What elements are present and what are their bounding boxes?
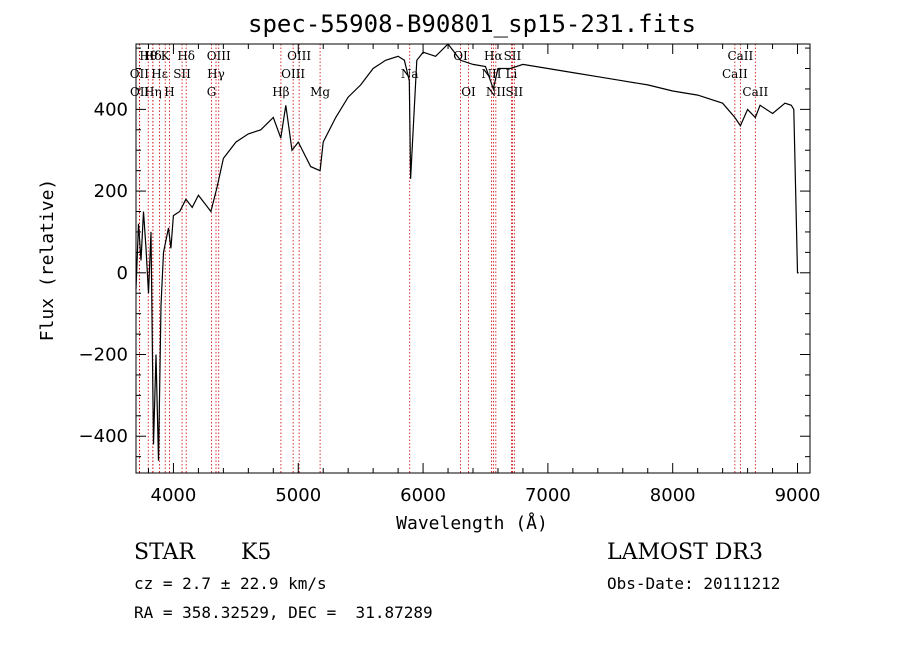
spectral-line-label: Hθ [139,49,157,63]
spectral-line-label: Hβ [272,85,289,99]
y-tick-label: −400 [79,426,128,447]
x-axis-label: Wavelength (Å) [396,512,548,534]
spectral-line-label: Hγ [207,67,225,81]
coordinates: RA = 358.32529, DEC = 31.87289 [134,603,433,622]
object-subclass: K5 [241,540,272,565]
spectral-line-label: OI [461,85,476,99]
object-class: STAR [134,540,195,565]
y-axis-label: Flux (relative) [37,179,58,342]
spectral-line-label: SII [173,67,191,81]
y-tick-label: 400 [94,99,128,120]
plot-frame [135,43,811,474]
spectral-line-label: G [207,85,217,99]
spectral-line-label: CaII [727,49,753,63]
spectral-line-label: NII [481,67,501,81]
spectral-line-label: K [161,49,171,63]
chart-title: spec-55908-B90801_sp15-231.fits [248,10,696,38]
x-tick-label: 5000 [275,485,321,506]
x-tick-label: 9000 [775,485,821,506]
spectral-line-label: H [164,85,174,99]
spectral-line-label: OIII [207,49,231,63]
spectral-line-label: SII [505,85,523,99]
spectral-line-label: OII [130,85,150,99]
observation-date: Obs-Date: 20111212 [607,574,781,593]
spectral-line-markers [138,44,756,473]
spectral-line-label: OII [130,67,150,81]
x-tick-label: 8000 [650,485,696,506]
survey-name: LAMOST DR3 [607,540,763,565]
spectral-line-label: OIII [281,67,305,81]
spectral-line-label: SII [504,49,522,63]
y-tick-label: 0 [117,263,128,284]
spectral-line-label: Hα [484,49,503,63]
x-tick-label: 6000 [400,485,446,506]
spectral-line-label: OI [453,49,468,63]
y-tick-label: −200 [79,345,128,366]
spectral-line-label: CaII [722,67,748,81]
redshift-cz: cz = 2.7 ± 22.9 km/s [134,574,327,593]
spectral-line-label: OIII [287,49,311,63]
y-axis: −400 −200 0 200 400 [79,47,810,458]
spectral-line-label: NII [486,85,506,99]
spectral-line-label: Mg [310,85,330,99]
spectral-line-label: Li [506,67,518,81]
y-tick-label: 200 [94,181,128,202]
x-tick-label: 4000 [151,485,197,506]
x-axis: 4000 5000 6000 7000 8000 9000 [147,44,821,506]
spectral-line-label: CaII [742,85,768,99]
spectral-line-label: Hδ [177,49,195,63]
spectral-line-label: Hδ [144,49,162,63]
spectral-line-label: Na [401,67,419,81]
spectral-line-label: Hε [151,67,168,81]
spectrum-series-line [135,43,799,461]
x-tick-label: 7000 [525,485,571,506]
spectral-line-label: Hη [144,85,162,99]
